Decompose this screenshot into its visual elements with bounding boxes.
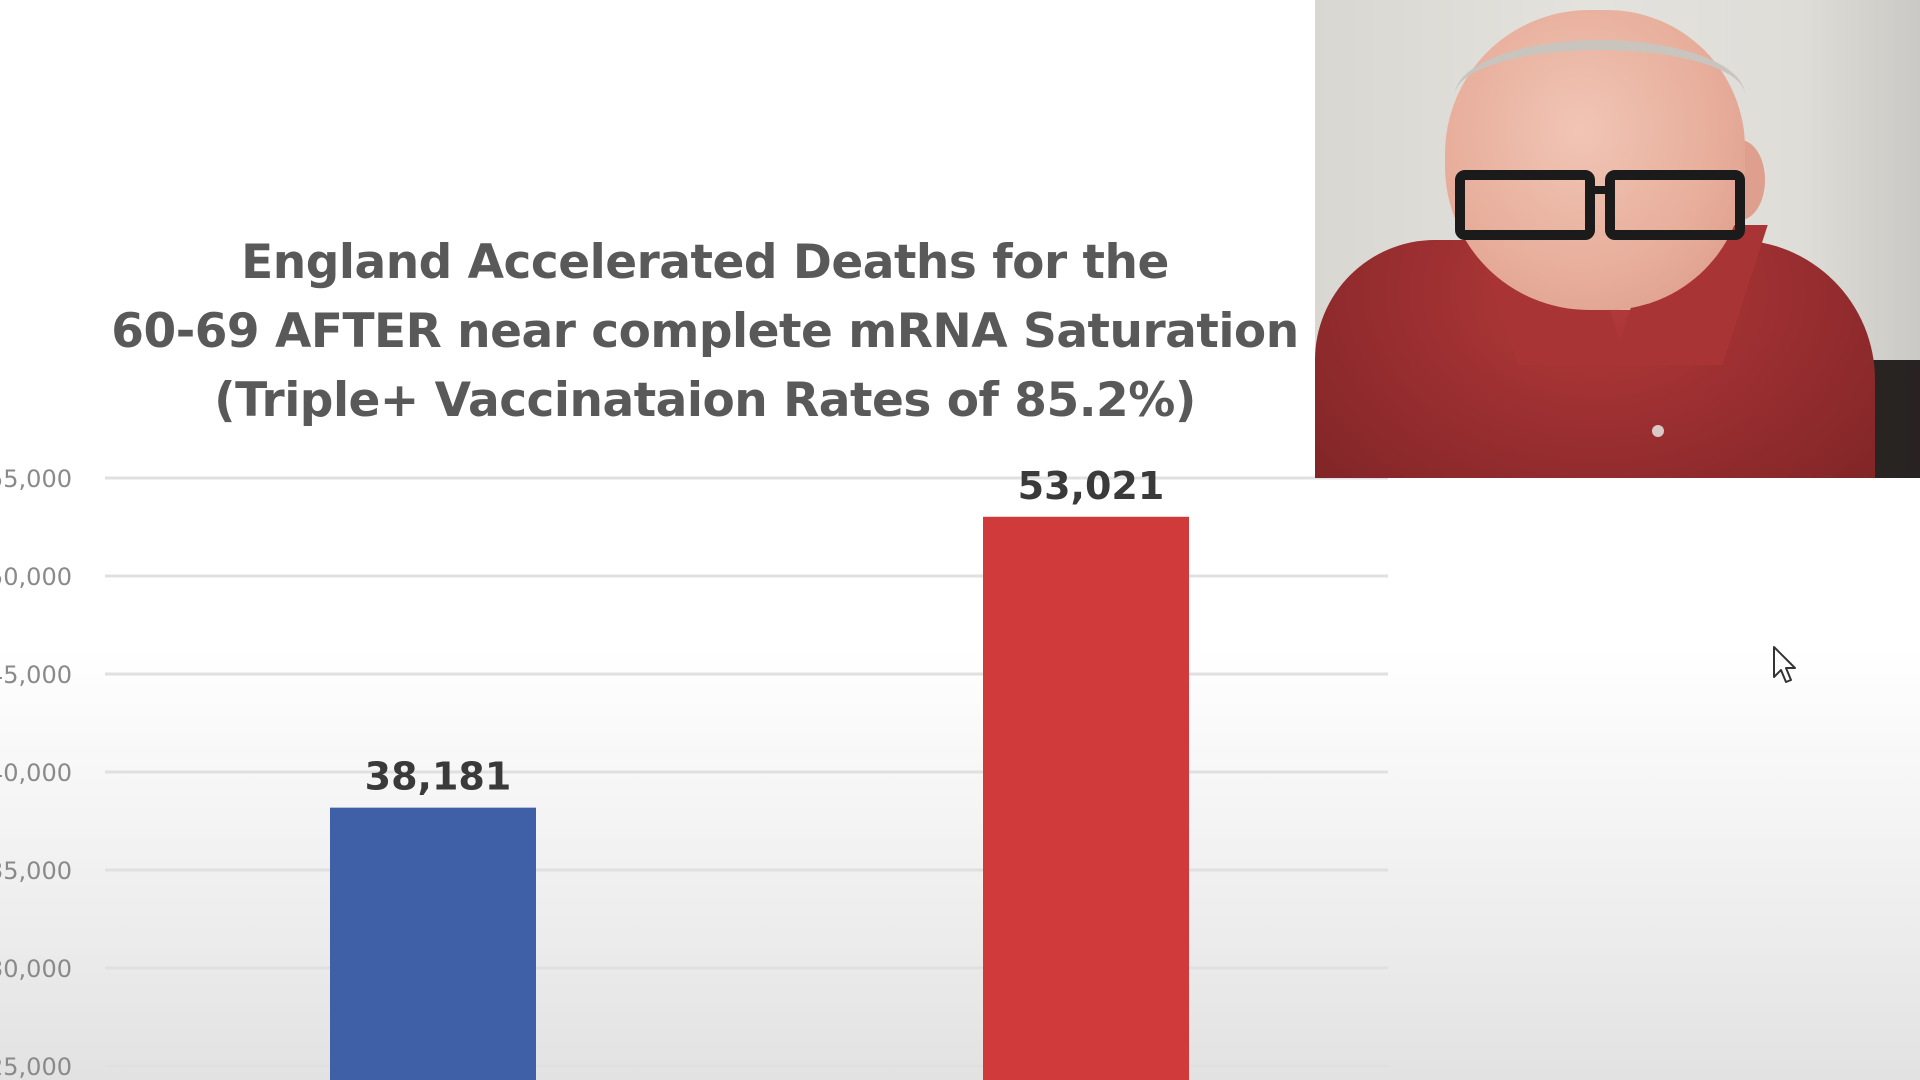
y-tick-label: 35,000	[0, 857, 72, 885]
y-tick-label: 25,000	[0, 1053, 72, 1080]
y-tick-label: 40,000	[0, 759, 72, 787]
y-tick-label: 30,000	[0, 955, 72, 983]
bar-data-label: 38,181	[365, 755, 512, 799]
y-tick-label: 50,000	[0, 563, 72, 591]
chart-title-line-1: England Accelerated Deaths for the	[241, 235, 1169, 290]
presenter-hair	[1455, 40, 1745, 150]
glasses-icon	[1445, 160, 1745, 240]
mouse-pointer-icon	[1773, 646, 1796, 683]
y-tick-label: 55,000	[0, 465, 72, 493]
shirt-button	[1652, 425, 1664, 437]
chart-title-line-3: (Triple+ Vaccinataion Rates of 85.2%)	[214, 373, 1196, 428]
y-tick-label: 45,000	[0, 661, 72, 689]
bar	[983, 516, 1189, 1080]
presenter-webcam	[1315, 0, 1920, 478]
bar	[330, 807, 536, 1080]
chart-title: England Accelerated Deaths for the 60-69…	[60, 228, 1350, 435]
chart-title-line-2: 60-69 AFTER near complete mRNA Saturatio…	[111, 304, 1299, 359]
bar-data-label: 53,021	[1018, 464, 1165, 508]
